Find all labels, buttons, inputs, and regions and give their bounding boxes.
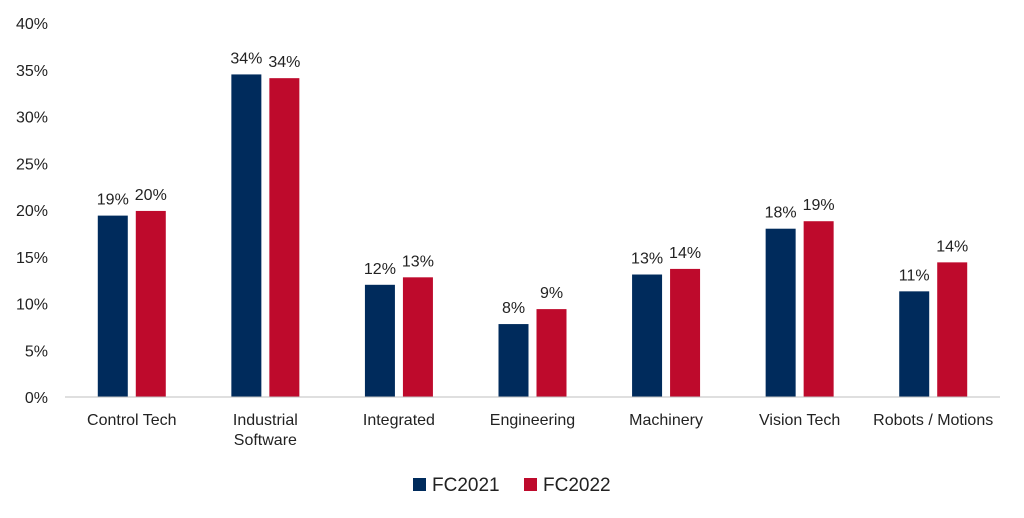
bar-fc2021 [498, 324, 529, 397]
data-label: 19% [803, 197, 835, 214]
y-tick-label: 0% [25, 390, 48, 407]
data-label: 8% [502, 300, 525, 317]
legend-label: FC2022 [543, 475, 611, 496]
bar-fc2021 [364, 284, 395, 397]
x-tick-label: Machinery [629, 412, 703, 429]
data-label: 13% [402, 253, 434, 270]
x-tick-label: Industrial Software [233, 412, 298, 449]
x-tick-label: Engineering [490, 412, 575, 429]
legend-swatch [524, 478, 537, 491]
x-tick-label: Robots / Motions [873, 412, 993, 429]
bar-fc2022 [402, 277, 433, 397]
data-label: 18% [765, 205, 797, 222]
bar-fc2021 [899, 291, 930, 397]
x-tick-label: Control Tech [87, 412, 177, 429]
data-label: 20% [135, 187, 167, 204]
data-label: 34% [230, 50, 262, 67]
data-labels: 19% 20% 34% 34% 12% 13% 8% 9% 13% 14% 18% 19% 11% 14% [97, 50, 968, 317]
data-label: 9% [540, 285, 563, 302]
y-tick-label: 40% [16, 16, 48, 33]
bar-fc2021 [231, 74, 262, 398]
y-tick-label: 15% [16, 250, 48, 267]
legend-item-fc2021: FC2021 [413, 475, 500, 496]
data-label: 12% [364, 261, 396, 278]
bar-fc2022 [670, 268, 701, 397]
y-tick-label: 5% [25, 343, 48, 360]
data-label: 13% [631, 251, 663, 268]
bar-fc2022 [536, 309, 567, 397]
data-label: 34% [268, 54, 300, 71]
legend: FC2021 FC2022 [413, 475, 611, 496]
y-tick-label: 20% [16, 203, 48, 220]
y-tick-label: 10% [16, 297, 48, 314]
bar-fc2022 [803, 221, 834, 397]
x-tick-label: Integrated [363, 412, 435, 429]
data-label: 19% [97, 192, 129, 209]
y-tick-label: 30% [16, 110, 48, 127]
bar-fc2021 [97, 215, 128, 397]
data-label: 14% [936, 238, 968, 255]
bar-fc2022 [135, 210, 166, 397]
y-tick-label: 25% [16, 156, 48, 173]
x-axis: Control Tech Industrial Software Integrated… [87, 412, 993, 449]
data-label: 14% [669, 245, 701, 262]
bar-fc2021 [632, 274, 663, 397]
bar-fc2022 [937, 262, 968, 397]
y-tick-label: 35% [16, 63, 48, 80]
legend-item-fc2022: FC2022 [524, 475, 611, 496]
bar-fc2022 [269, 78, 300, 397]
legend-label: FC2021 [432, 475, 500, 496]
y-axis: 0% 5% 10% 15% 20% 25% 30% 35% 40% [16, 16, 48, 407]
bars [97, 74, 968, 398]
bar-fc2021 [765, 228, 796, 397]
data-label: 11% [899, 267, 930, 284]
x-tick-label: Vision Tech [759, 412, 840, 429]
legend-swatch [413, 478, 426, 491]
